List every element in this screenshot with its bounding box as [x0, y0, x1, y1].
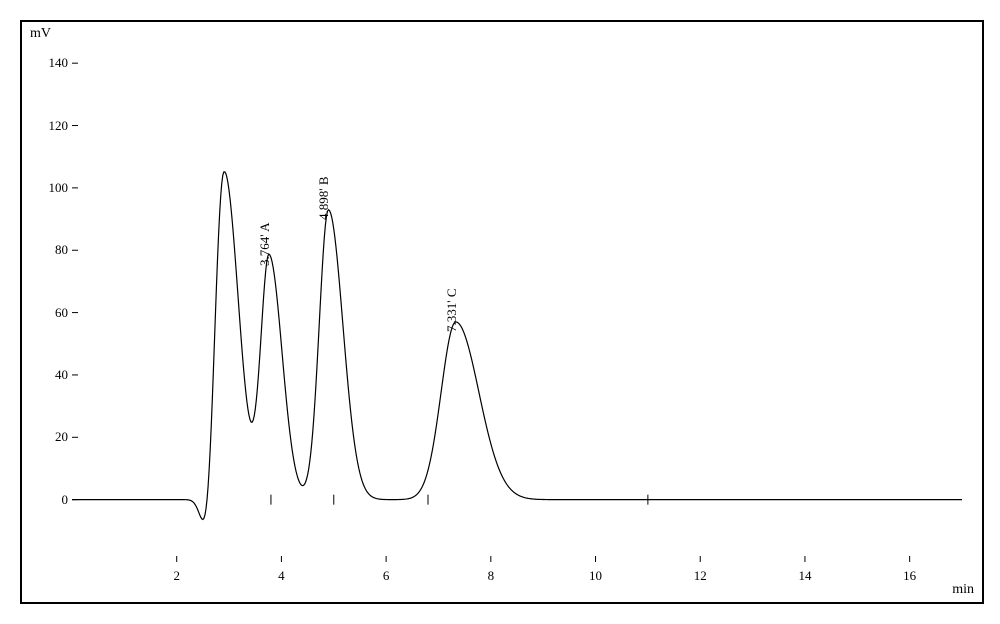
x-tick-label: 12 — [694, 568, 707, 584]
x-tick-label: 16 — [903, 568, 916, 584]
x-tick-label: 10 — [589, 568, 602, 584]
y-tick-label: 60 — [55, 305, 68, 321]
y-tick-label: 0 — [62, 492, 69, 508]
y-tick-label: 100 — [49, 180, 69, 196]
x-axis-label: min — [952, 582, 974, 598]
x-tick-label: 2 — [173, 568, 180, 584]
y-tick-label: 80 — [55, 242, 68, 258]
y-axis-label: mV — [30, 26, 51, 42]
y-tick-label: 20 — [55, 429, 68, 445]
plot-area — [72, 32, 962, 562]
y-tick-label: 40 — [55, 367, 68, 383]
peak-label: 4.898' B — [316, 176, 332, 220]
x-tick-label: 4 — [278, 568, 285, 584]
x-tick-label: 8 — [488, 568, 495, 584]
chromatogram-svg — [72, 32, 962, 562]
y-tick-label: 120 — [49, 118, 69, 134]
x-tick-label: 14 — [798, 568, 811, 584]
chromatogram-chart: mV min 0 20 40 60 80 100 120 140 2 4 6 8 10 12 14 16 3.7… — [20, 20, 984, 604]
peak-label: 7.331' C — [444, 288, 460, 332]
y-tick-label: 140 — [49, 55, 69, 71]
x-tick-label: 6 — [383, 568, 390, 584]
peak-label: 3.764' A — [257, 223, 273, 267]
